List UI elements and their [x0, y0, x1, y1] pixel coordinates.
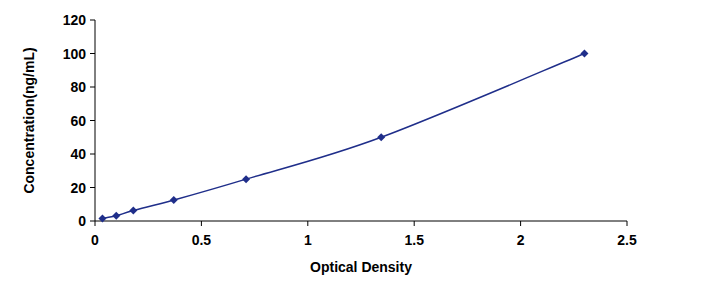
x-tick-label: 1	[304, 232, 312, 248]
data-point	[112, 212, 120, 220]
data-point	[129, 207, 137, 215]
x-tick	[414, 221, 415, 226]
y-tick	[90, 154, 95, 155]
y-tick-label: 100	[63, 46, 87, 62]
y-tick	[90, 221, 95, 222]
plot-area	[98, 50, 588, 223]
x-tick	[201, 221, 202, 226]
y-axis-label: Concentration(ng/mL)	[21, 47, 37, 193]
y-tick	[90, 53, 95, 54]
data-line	[102, 54, 584, 219]
x-tick	[520, 221, 521, 226]
x-tick	[307, 221, 308, 226]
y-tick	[90, 87, 95, 88]
background	[0, 0, 704, 297]
data-point	[580, 50, 588, 58]
x-tick	[95, 221, 96, 226]
x-tick-label: 2.5	[617, 232, 637, 248]
data-point	[377, 133, 385, 141]
x-tick-label: 0.5	[192, 232, 212, 248]
y-tick	[90, 120, 95, 121]
x-tick-label: 1.5	[404, 232, 424, 248]
y-tick-label: 0	[78, 213, 86, 229]
y-tick-label: 20	[70, 180, 86, 196]
y-tick-label: 40	[70, 146, 86, 162]
x-tick	[627, 221, 628, 226]
x-tick-label: 0	[91, 232, 99, 248]
x-tick-label: 2	[517, 232, 525, 248]
data-point	[170, 196, 178, 204]
y-tick-label: 120	[63, 12, 87, 28]
y-tick	[90, 20, 95, 21]
data-point	[242, 175, 250, 183]
x-axis	[95, 221, 627, 222]
y-tick	[90, 187, 95, 188]
y-tick-label: 60	[70, 113, 86, 129]
y-tick-label: 80	[70, 79, 86, 95]
chart: 0 20 40 60 80 100 120 0 0.5 1 1.5 2 2.5 Optical Densi…	[0, 0, 704, 297]
x-axis-label: Optical Density	[310, 259, 412, 275]
data-point	[98, 214, 106, 222]
